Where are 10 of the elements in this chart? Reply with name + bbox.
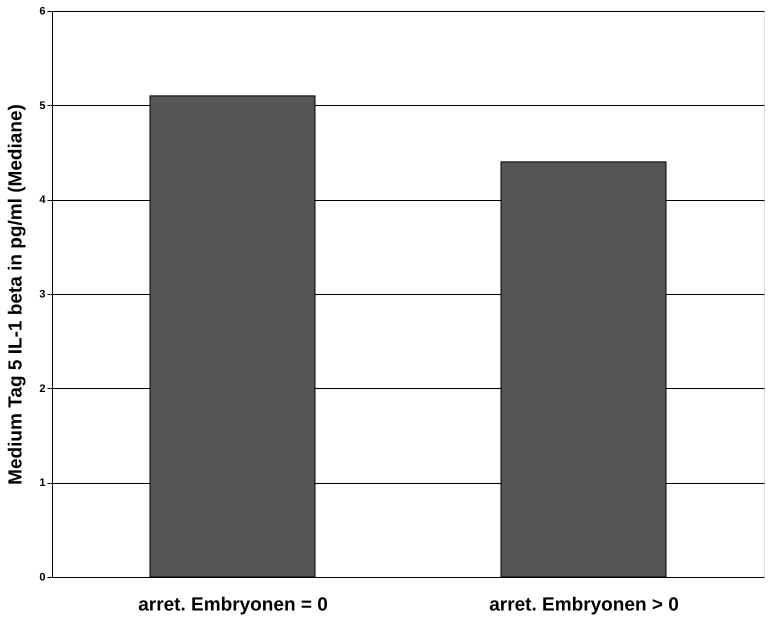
- y-tick-label: 2: [39, 382, 46, 395]
- x-tick-label: arret. Embryonen = 0: [138, 594, 328, 616]
- y-tick-label: 3: [39, 288, 46, 300]
- y-tick-label: 4: [39, 194, 46, 206]
- y-tick-label: 0: [39, 572, 46, 584]
- y-tick-label: 5: [39, 100, 46, 112]
- y-tick-label: 6: [39, 6, 46, 18]
- y-axis-title: Medium Tag 5 IL-1 beta in pg/ml (Mediane): [5, 104, 26, 485]
- x-tick-label: arret. Embryonen > 0: [489, 594, 679, 616]
- y-tick-label: 1: [39, 477, 46, 490]
